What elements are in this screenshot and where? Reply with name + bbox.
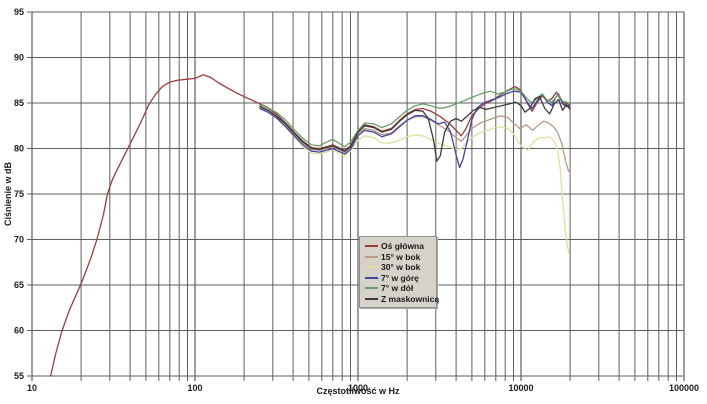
legend-line-swatch-7deg-up (365, 276, 378, 279)
legend-label: Oś główna (381, 241, 424, 252)
x-tick-label: 10000 (508, 383, 533, 393)
legend-label: 15° w bok (381, 251, 421, 262)
x-tick-label: 1000 (348, 383, 368, 393)
legend-line-swatch-30deg-side (365, 266, 378, 269)
series-line-0 (49, 74, 571, 377)
y-tick-label: 75 (14, 189, 24, 199)
series-line-5 (259, 95, 571, 162)
y-tick-label: 90 (14, 53, 24, 63)
legend-line-swatch-main-axis (365, 245, 378, 248)
y-tick-label: 95 (14, 7, 24, 17)
legend-label: 7° w dół (381, 283, 414, 294)
legend-line-swatch-15deg-side (365, 255, 378, 258)
series-line-3 (259, 90, 571, 169)
legend-item-15-w-bok: 15° w bok (365, 252, 433, 263)
legend-item-os-glowna: Oś główna (365, 241, 433, 252)
x-tick-label: 100 (187, 383, 202, 393)
legend: Oś główna 15° w bok 30° w bok 7° w górę … (359, 236, 439, 308)
legend-item-30-w-bok: 30° w bok (365, 262, 433, 273)
legend-label: Z maskownicą (381, 293, 440, 304)
series-line-1 (259, 105, 571, 174)
series-line-2 (259, 106, 570, 254)
legend-item-7-w-gore: 7° w górę (365, 273, 433, 284)
y-axis-title: Ciśnienie w dB (3, 161, 13, 227)
x-tick-label: 10 (27, 383, 37, 393)
legend-label: 7° w górę (381, 272, 419, 283)
x-tick-label: 100000 (669, 383, 699, 393)
y-tick-label: 55 (14, 371, 24, 381)
legend-line-swatch-7deg-down (365, 287, 378, 290)
y-tick-label: 85 (14, 98, 24, 108)
x-axis-title: Częstotliwość w Hz (316, 386, 400, 396)
y-tick-label: 70 (14, 235, 24, 245)
y-tick-label: 60 (14, 326, 24, 336)
y-tick-label: 65 (14, 280, 24, 290)
y-tick-label: 80 (14, 144, 24, 154)
legend-item-7-w-dol: 7° w dół (365, 283, 433, 294)
legend-label: 30° w bok (381, 262, 421, 273)
legend-item-z-maskownica: Z maskownicą (365, 294, 439, 305)
legend-line-swatch-with-grille (365, 297, 378, 300)
